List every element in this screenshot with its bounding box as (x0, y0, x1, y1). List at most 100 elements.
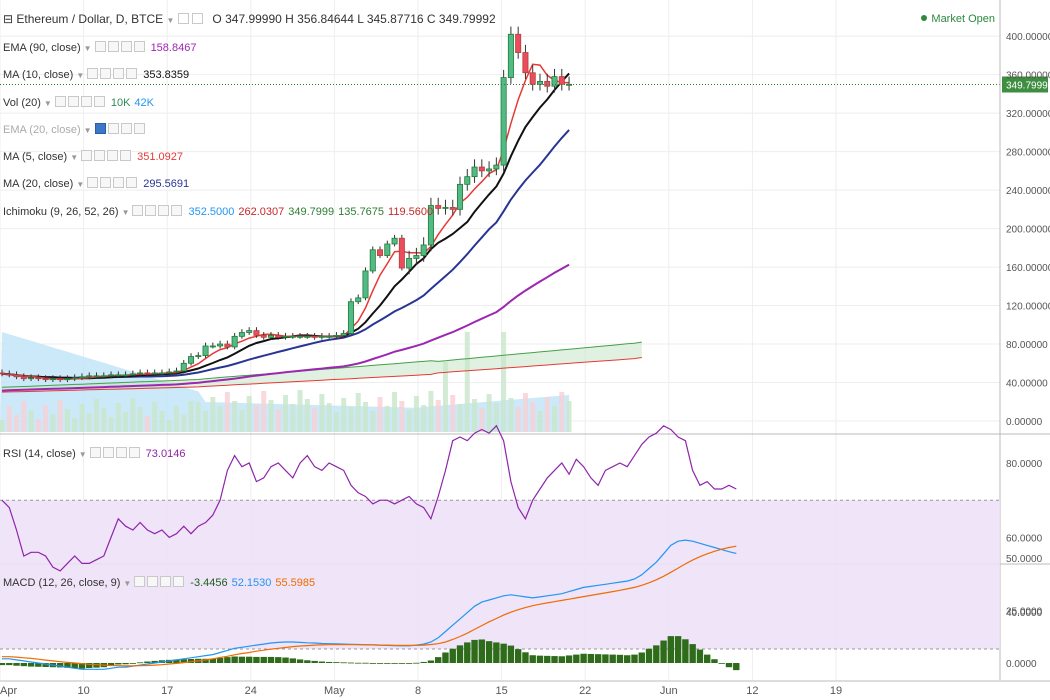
settings-gear-icon[interactable] (100, 177, 112, 188)
collapse-icon[interactable]: ⊟ (3, 12, 14, 26)
settings-gear-icon[interactable] (107, 123, 119, 134)
eye-icon[interactable] (134, 576, 146, 587)
macd-legend[interactable]: MACD (12, 26, close, 9) ▼ -3.4456 52.1530 55… (3, 576, 315, 591)
close-icon[interactable] (133, 123, 145, 134)
volume-bar (472, 399, 478, 432)
close-icon[interactable] (93, 96, 105, 107)
macd-histogram-bar (631, 654, 638, 663)
chevron-down-icon[interactable]: ▼ (123, 579, 132, 588)
volume-bar (232, 401, 238, 432)
volume-bar (115, 403, 121, 432)
settings-gear-icon[interactable] (67, 96, 79, 107)
ichimoku-legend[interactable]: Ichimoku (9, 26, 52, 26) ▼ 352.5000 262.030… (3, 205, 433, 220)
volume-bar (530, 402, 536, 432)
add-icon[interactable] (115, 447, 127, 458)
ma10-legend[interactable]: MA (10, close) ▼ 353.8359 (3, 68, 189, 83)
chevron-down-icon[interactable]: ▼ (121, 208, 130, 217)
eye-icon[interactable] (94, 41, 106, 52)
close-icon[interactable] (126, 68, 138, 79)
chevron-down-icon[interactable]: ▼ (83, 44, 92, 53)
add-icon[interactable] (80, 96, 92, 107)
ma20-legend[interactable]: MA (20, close) ▼ 295.5691 (3, 177, 189, 192)
macd-histogram-bar (624, 655, 631, 663)
candle-body (129, 373, 136, 376)
eye-icon[interactable] (87, 177, 99, 188)
volume-bar (341, 398, 347, 432)
candle-body (217, 343, 224, 347)
time-tick-label: 12 (746, 685, 758, 697)
macd-histogram-bar (420, 661, 427, 663)
candle-body (311, 335, 318, 338)
macd-histogram-bar (253, 656, 260, 663)
price-tick-label: 120.00000 (1006, 302, 1050, 313)
macd-histogram-bar (384, 663, 391, 664)
time-tick-label: 19 (830, 685, 842, 697)
settings-gear-icon[interactable] (177, 13, 189, 24)
volume-bar (50, 414, 56, 432)
candle-body (304, 335, 311, 338)
add-icon[interactable] (107, 150, 119, 161)
macd-histogram-bar (703, 654, 711, 663)
settings-gear-icon[interactable] (102, 447, 114, 458)
close-icon[interactable] (171, 205, 183, 216)
eye-icon[interactable] (94, 123, 106, 134)
price-tick-label: 320.00000 (1006, 109, 1050, 120)
add-icon[interactable] (158, 205, 170, 216)
eye-icon[interactable] (132, 205, 144, 216)
add-icon[interactable] (113, 68, 125, 79)
ema90-legend[interactable]: EMA (90, close) ▼ 158.8467 (3, 41, 196, 56)
add-icon[interactable] (113, 177, 125, 188)
eye-icon[interactable] (54, 96, 66, 107)
volume-legend[interactable]: Vol (20) ▼ 10K 42K (3, 96, 154, 111)
symbol-title[interactable]: ⊟ Ethereum / Dollar, D, BTCE ▼ O 347.999… (3, 12, 496, 26)
chevron-down-icon[interactable]: ▼ (70, 153, 79, 162)
chevron-down-icon[interactable]: ▼ (166, 16, 175, 25)
settings-gear-icon[interactable] (100, 68, 112, 79)
macd-histogram-bar (187, 659, 195, 663)
macd-histogram-bar (529, 655, 536, 663)
chevron-down-icon[interactable]: ▼ (43, 99, 52, 108)
last-price-badge (1002, 76, 1048, 93)
close-icon[interactable] (173, 576, 185, 587)
format-icon[interactable] (192, 13, 204, 24)
candle-body (64, 378, 71, 381)
close-icon[interactable] (133, 41, 145, 52)
macd-histogram-bar (115, 663, 122, 665)
macd-histogram-bar (493, 642, 500, 663)
candle-body (108, 374, 115, 377)
candle-body (391, 237, 398, 245)
chevron-down-icon[interactable]: ▼ (76, 71, 85, 80)
rsi-legend[interactable]: RSI (14, close) ▼ 73.0146 (3, 447, 185, 462)
close-icon[interactable] (128, 447, 140, 458)
chevron-down-icon[interactable]: ▼ (83, 126, 92, 135)
ema20-legend[interactable]: EMA (20, close) ▼ (3, 123, 147, 138)
ma10-label: MA (10, close) (3, 69, 74, 81)
add-icon[interactable] (120, 123, 132, 134)
candle-body (224, 343, 231, 348)
market-status-label: Market Open (931, 13, 995, 25)
close-icon[interactable] (120, 150, 132, 161)
settings-gear-icon[interactable] (145, 205, 157, 216)
chevron-down-icon[interactable]: ▼ (78, 450, 87, 459)
add-icon[interactable] (120, 41, 132, 52)
ma5-legend[interactable]: MA (5, close) ▼ 351.0927 (3, 150, 183, 165)
volume-bar (64, 409, 70, 432)
volume-bar (6, 406, 12, 432)
eye-icon[interactable] (81, 150, 93, 161)
candle-body (20, 376, 27, 380)
settings-gear-icon[interactable] (107, 41, 119, 52)
candle-body (406, 258, 413, 269)
chevron-down-icon[interactable]: ▼ (76, 180, 85, 189)
eye-icon[interactable] (89, 447, 101, 458)
settings-gear-icon[interactable] (147, 576, 159, 587)
candle-body (544, 81, 551, 87)
volume-bar (217, 406, 223, 432)
volume-bar (283, 395, 289, 432)
close-icon[interactable] (126, 177, 138, 188)
settings-gear-icon[interactable] (94, 150, 106, 161)
eye-icon[interactable] (87, 68, 99, 79)
add-icon[interactable] (160, 576, 172, 587)
candle-body (115, 374, 122, 377)
rsi-tick-label: 80.0000 (1006, 459, 1043, 470)
